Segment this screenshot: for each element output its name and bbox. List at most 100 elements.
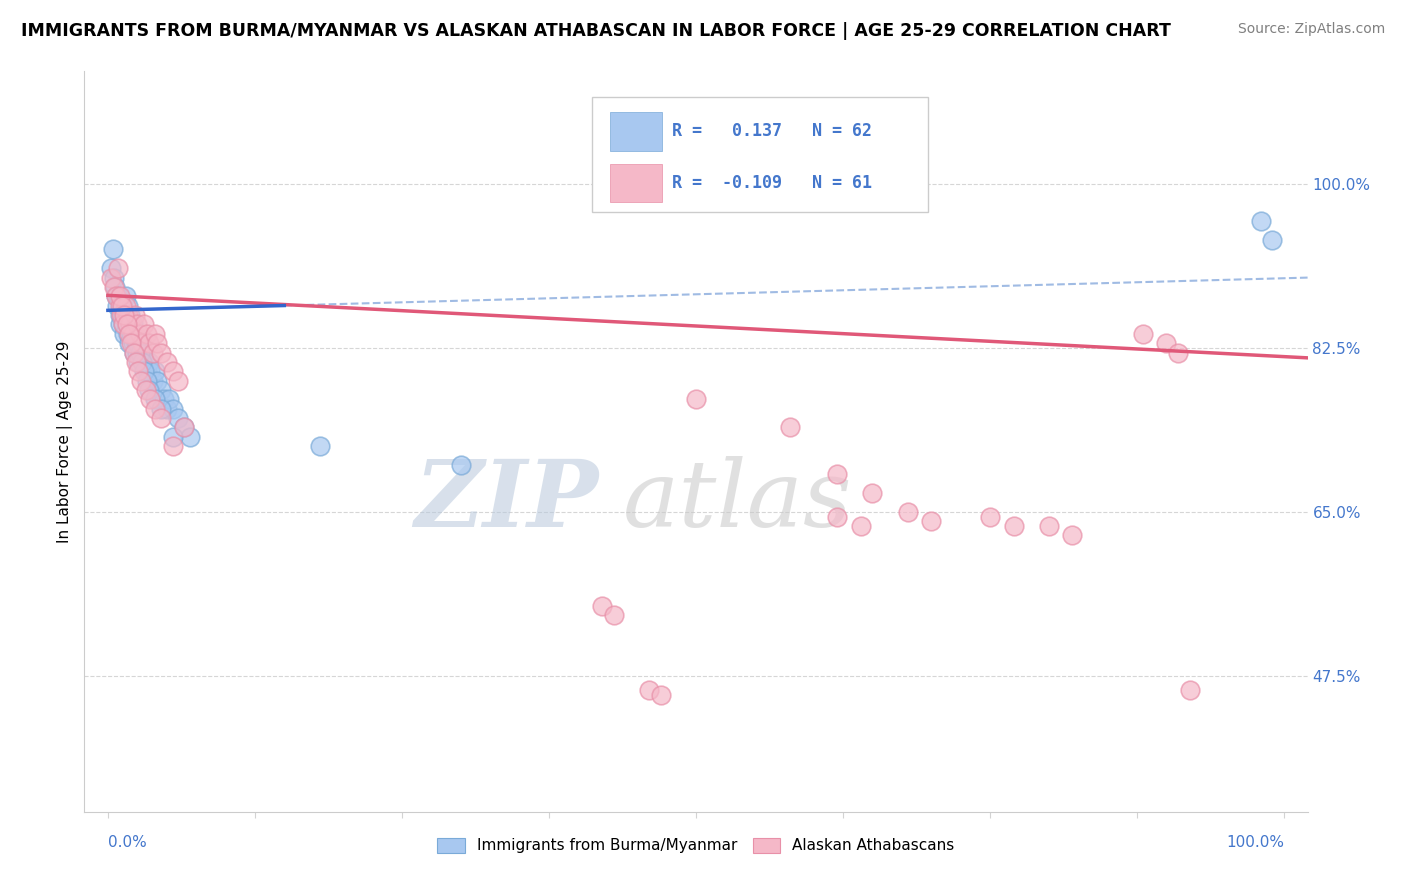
Point <box>860 486 883 500</box>
Point <box>167 374 190 388</box>
Point <box>120 326 142 341</box>
Point <box>105 289 128 303</box>
Point <box>149 383 172 397</box>
Point <box>173 420 195 434</box>
Point <box>114 289 136 303</box>
Point <box>121 326 143 341</box>
Point <box>103 270 125 285</box>
Point <box>138 383 160 397</box>
Point <box>115 318 138 332</box>
Point <box>114 308 136 322</box>
Point <box>135 374 157 388</box>
Point <box>121 318 143 332</box>
Point <box>124 326 146 341</box>
Text: R =  -0.109   N = 61: R = -0.109 N = 61 <box>672 174 872 192</box>
Point <box>162 401 184 416</box>
Point <box>129 374 152 388</box>
Point <box>110 299 132 313</box>
Point <box>105 299 128 313</box>
Point <box>1038 519 1060 533</box>
Point <box>146 336 169 351</box>
Point <box>162 439 184 453</box>
Point <box>157 392 180 407</box>
Point <box>104 280 127 294</box>
Point <box>149 411 172 425</box>
Point <box>134 318 156 332</box>
Point <box>143 364 166 378</box>
Point <box>638 682 661 697</box>
Point <box>142 374 165 388</box>
Point <box>120 318 142 332</box>
Point <box>118 326 141 341</box>
Legend: Immigrants from Burma/Myanmar, Alaskan Athabascans: Immigrants from Burma/Myanmar, Alaskan A… <box>432 831 960 860</box>
Point <box>149 345 172 359</box>
Point <box>134 345 156 359</box>
Point <box>156 355 179 369</box>
Point <box>128 336 150 351</box>
Point <box>125 355 148 369</box>
Point <box>108 289 131 303</box>
Point <box>825 467 848 482</box>
Point <box>100 270 122 285</box>
Point <box>125 336 148 351</box>
Point <box>103 280 125 294</box>
Point <box>100 261 122 276</box>
Point <box>127 336 149 351</box>
Point <box>112 318 135 332</box>
Point <box>143 392 166 407</box>
Point <box>105 289 128 303</box>
Point <box>117 326 139 341</box>
Point <box>128 326 150 341</box>
Text: R =   0.137   N = 62: R = 0.137 N = 62 <box>672 121 872 139</box>
Point <box>685 392 707 407</box>
Point <box>1250 214 1272 228</box>
Point <box>120 318 142 332</box>
Point <box>779 420 801 434</box>
Point <box>117 299 139 313</box>
Point <box>162 430 184 444</box>
Point <box>128 345 150 359</box>
Point <box>129 345 152 359</box>
Point <box>979 509 1001 524</box>
Point <box>139 364 162 378</box>
Point <box>132 355 155 369</box>
FancyBboxPatch shape <box>610 164 662 202</box>
Point <box>1156 336 1178 351</box>
Point <box>1062 528 1084 542</box>
Point <box>107 261 129 276</box>
Point <box>107 289 129 303</box>
Point <box>135 355 157 369</box>
Point <box>650 688 672 702</box>
Point <box>108 308 131 322</box>
Point <box>1178 682 1201 697</box>
Point <box>849 519 872 533</box>
Point <box>120 308 142 322</box>
Point <box>118 336 141 351</box>
Point <box>1132 326 1154 341</box>
Point <box>112 318 135 332</box>
Point <box>111 308 134 322</box>
Point <box>591 599 613 613</box>
Point <box>127 355 149 369</box>
Point <box>110 308 132 322</box>
Point <box>114 299 136 313</box>
FancyBboxPatch shape <box>610 112 662 151</box>
Point <box>135 364 157 378</box>
Point <box>1261 233 1284 247</box>
Point <box>179 430 201 444</box>
Point <box>153 392 176 407</box>
Point <box>127 318 149 332</box>
Text: 100.0%: 100.0% <box>1226 835 1284 850</box>
Point <box>920 514 942 528</box>
Point <box>101 243 124 257</box>
Point <box>127 364 149 378</box>
Text: IMMIGRANTS FROM BURMA/MYANMAR VS ALASKAN ATHABASCAN IN LABOR FORCE | AGE 25-29 C: IMMIGRANTS FROM BURMA/MYANMAR VS ALASKAN… <box>21 22 1171 40</box>
Point <box>139 392 162 407</box>
Point <box>149 401 172 416</box>
Point <box>120 336 142 351</box>
Point <box>825 509 848 524</box>
Point <box>138 336 160 351</box>
Point <box>602 607 624 622</box>
Text: ZIP: ZIP <box>413 456 598 546</box>
Point <box>122 345 145 359</box>
